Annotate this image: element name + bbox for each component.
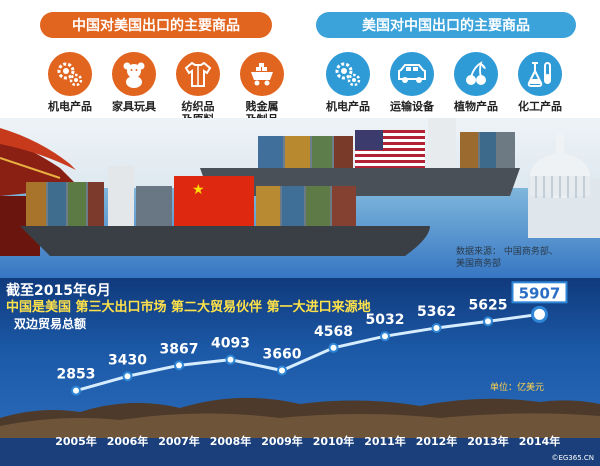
china-exports-header: 中国对美国出口的主要商品: [40, 12, 272, 38]
data-point: [277, 365, 287, 376]
capitol-dome-illustration: [528, 132, 600, 238]
us-export-label: 化工产品: [518, 100, 562, 113]
china-exports-row: 机电产品 家具玩具 纺织品 及原: [38, 52, 294, 126]
data-point: [174, 360, 184, 371]
data-label: 3867: [160, 341, 199, 357]
data-point: [122, 371, 133, 382]
data-label: 5907: [519, 284, 561, 302]
data-point: [328, 342, 339, 353]
china-export-item: 家具玩具: [102, 52, 166, 126]
data-point: [531, 305, 548, 323]
data-label: 4568: [314, 324, 353, 340]
metal-cart-icon: [240, 52, 284, 96]
data-label: 5625: [469, 297, 508, 313]
x-tick-label: 2007年: [158, 434, 200, 448]
panel-metric-label: 双边贸易总额: [14, 317, 87, 331]
x-tick-label: 2011年: [364, 434, 406, 448]
x-tick-label: 2006年: [107, 434, 149, 448]
us-exports-header: 美国对中国出口的主要商品: [316, 12, 576, 38]
shirt-icon: [176, 52, 220, 96]
x-tick-label: 2005年: [55, 434, 97, 448]
china-export-item: 机电产品: [38, 52, 102, 126]
data-label: 3430: [108, 352, 147, 368]
panel-title: 截至2015年6月: [6, 283, 111, 299]
shipping-scene: ★: [0, 118, 600, 288]
trade-series-line: [75, 312, 540, 393]
chart-unit: 单位：亿美元: [490, 383, 545, 393]
us-export-item: 化工产品: [508, 52, 572, 113]
panel-subtitle: 中国是美国 第三大出口市场 第二大贸易伙伴 第一大进口来源地: [6, 300, 371, 315]
us-export-item: 运输设备: [380, 52, 444, 113]
data-label: 5032: [366, 312, 405, 328]
x-tick-label: 2012年: [416, 434, 458, 448]
car-icon: [390, 52, 434, 96]
x-tick-label: 2014年: [519, 434, 561, 448]
svg-text:★: ★: [192, 182, 205, 198]
data-label: 5362: [417, 304, 456, 320]
china-cargo-ship: ★: [20, 166, 430, 256]
data-source-label: 数据来源：: [456, 247, 502, 257]
us-export-item: 机电产品: [316, 52, 380, 113]
credit: ©EG365.CN: [551, 454, 594, 462]
data-point: [225, 354, 236, 365]
trade-line-chart: 2853 3430 3867 4093 3660 4568 5032 5362 5625 5907…: [0, 281, 600, 466]
us-export-label: 机电产品: [326, 100, 370, 113]
us-export-label: 运输设备: [390, 100, 434, 113]
gears-icon: [326, 52, 370, 96]
data-point: [71, 385, 81, 396]
us-exports-row: 机电产品 运输设备: [316, 52, 572, 113]
x-tick-label: 2013年: [467, 434, 509, 448]
value-highlight-box: [511, 281, 568, 304]
data-label: 3660: [263, 347, 302, 363]
data-source-value: 中国商务部、 美国商务部: [456, 247, 558, 269]
data-label: 4093: [211, 336, 250, 352]
gears-icon: [48, 52, 92, 96]
cherries-icon: [454, 52, 498, 96]
teddy-bear-icon: [112, 52, 156, 96]
china-export-label: 家具玩具: [112, 100, 156, 113]
x-tick-label: 2009年: [261, 434, 303, 448]
x-tick-label: 2008年: [210, 434, 252, 448]
china-export-item: 纺织品 及原料: [166, 52, 230, 126]
china-export-item: 贱金属 及制品: [230, 52, 294, 126]
data-label: 2853: [57, 367, 96, 383]
flask-icon: [518, 52, 562, 96]
china-export-label: 机电产品: [48, 100, 92, 113]
data-point: [483, 316, 493, 327]
x-tick-label: 2010年: [313, 434, 355, 448]
us-export-item: 植物产品: [444, 52, 508, 113]
data-source: 数据来源： 中国商务部、 美国商务部: [456, 246, 586, 270]
mountain-highlight: [0, 413, 600, 438]
data-point: [431, 322, 442, 333]
us-export-label: 植物产品: [454, 100, 498, 113]
data-point: [380, 331, 390, 342]
